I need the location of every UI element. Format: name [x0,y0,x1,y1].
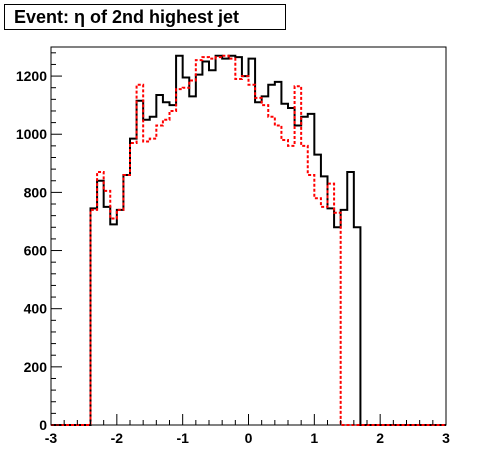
chart-title: Event: η of 2nd highest jet [4,4,286,30]
y-tick-label: 0 [39,417,47,433]
tick-marks [50,52,447,426]
y-tick-label: 200 [24,359,48,375]
x-tick-label: -3 [45,430,58,446]
x-tick-label: 2 [376,430,384,446]
plot-frame [50,46,447,426]
y-tick-label: 1200 [16,68,47,84]
series-layer [51,54,446,426]
x-tick-label: 3 [442,430,450,446]
series-solid-black [51,54,446,426]
y-tick-label: 600 [24,243,48,259]
series-dashed-red [51,54,446,426]
x-tick-label: 0 [245,430,253,446]
x-tick-label: -2 [111,430,124,446]
x-tick-label: -1 [176,430,189,446]
y-tick-label: 800 [24,184,48,200]
y-tick-label: 400 [24,301,48,317]
axes [50,46,447,426]
x-tick-label: 1 [310,430,318,446]
y-tick-label: 1000 [16,126,47,142]
tick-labels: -3 -2 -1 0 1 2 3 0 200 400 600 800 1000 1200 [16,68,450,446]
